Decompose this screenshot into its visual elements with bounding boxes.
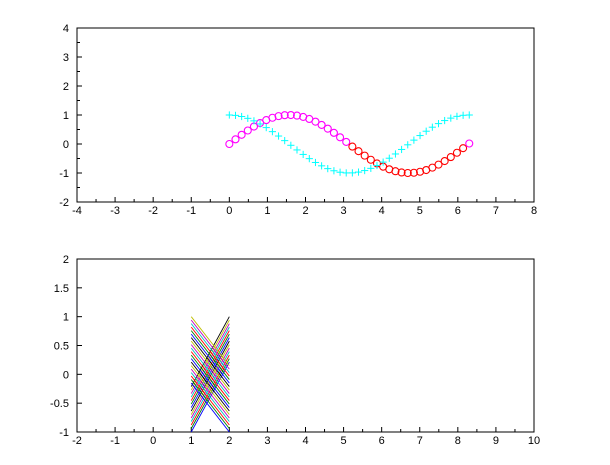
svg-text:4: 4 xyxy=(302,435,308,447)
svg-text:0: 0 xyxy=(63,369,69,381)
svg-text:-1: -1 xyxy=(59,168,69,180)
svg-text:-1: -1 xyxy=(110,435,120,447)
svg-text:5: 5 xyxy=(341,435,347,447)
svg-text:1: 1 xyxy=(188,435,194,447)
svg-text:-2: -2 xyxy=(72,435,82,447)
svg-text:5: 5 xyxy=(417,205,423,217)
svg-text:-1: -1 xyxy=(59,427,69,439)
svg-text:7: 7 xyxy=(417,435,423,447)
svg-text:2: 2 xyxy=(63,254,69,266)
svg-text:-3: -3 xyxy=(110,205,120,217)
svg-text:-2: -2 xyxy=(148,205,158,217)
svg-text:10: 10 xyxy=(528,435,540,447)
svg-text:6: 6 xyxy=(379,435,385,447)
svg-text:7: 7 xyxy=(493,205,499,217)
svg-text:-1: -1 xyxy=(186,205,196,217)
svg-text:-2: -2 xyxy=(59,197,69,209)
svg-text:0.5: 0.5 xyxy=(54,341,69,353)
svg-text:3: 3 xyxy=(264,435,270,447)
svg-text:4: 4 xyxy=(63,23,69,35)
svg-text:9: 9 xyxy=(493,435,499,447)
svg-text:0: 0 xyxy=(63,139,69,151)
svg-text:2: 2 xyxy=(302,205,308,217)
svg-text:1: 1 xyxy=(264,205,270,217)
svg-text:0: 0 xyxy=(150,435,156,447)
svg-text:-4: -4 xyxy=(72,205,82,217)
svg-text:-0.5: -0.5 xyxy=(50,398,69,410)
svg-text:3: 3 xyxy=(63,52,69,64)
svg-text:1: 1 xyxy=(63,110,69,122)
svg-text:0: 0 xyxy=(226,205,232,217)
svg-text:8: 8 xyxy=(531,205,537,217)
svg-text:1: 1 xyxy=(63,312,69,324)
svg-text:8: 8 xyxy=(455,435,461,447)
svg-text:1.5: 1.5 xyxy=(54,283,69,295)
svg-text:2: 2 xyxy=(63,81,69,93)
svg-text:6: 6 xyxy=(455,205,461,217)
svg-text:2: 2 xyxy=(226,435,232,447)
svg-text:4: 4 xyxy=(379,205,385,217)
svg-text:3: 3 xyxy=(341,205,347,217)
